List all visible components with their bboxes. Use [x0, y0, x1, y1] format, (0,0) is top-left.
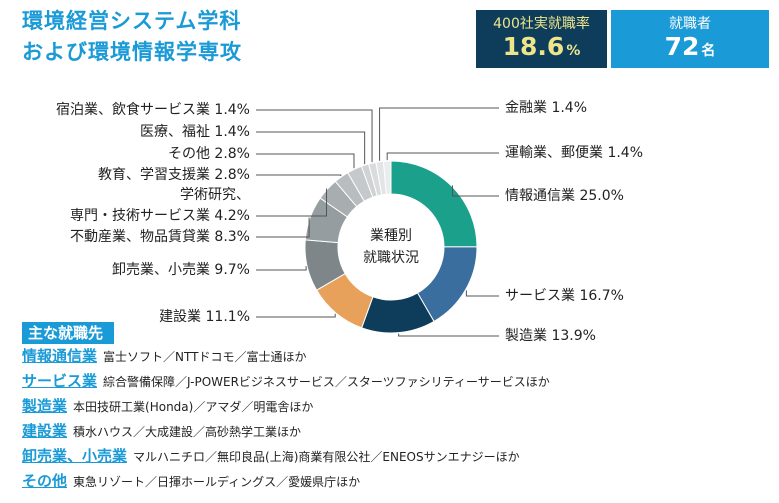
leader-line	[386, 152, 499, 161]
companies: 東急リゾート／日揮ホールディングス／愛媛県庁ほか	[73, 475, 361, 489]
leader-line	[256, 174, 342, 176]
value-label: 25.0%	[579, 187, 624, 204]
value-label: 8.3%	[214, 228, 250, 245]
category-label: サービス業	[505, 287, 575, 304]
value-label: 1.4%	[214, 123, 250, 140]
industry: その他	[22, 472, 68, 490]
leader-line	[256, 153, 355, 169]
rate-value: 18.6	[502, 32, 565, 61]
employer-rows: 情報通信業 富士ソフト／NTTドコモ／富士通ほか サービス業 綜合警備保障／J-POW…	[22, 344, 550, 494]
companies: 綜合警備保障／J-POWERビジネスサービス／スターツファシリティーサービスほか	[103, 375, 550, 389]
leader-line	[465, 290, 499, 297]
segment-label: 製造業 13.9%	[505, 326, 596, 347]
value-label: 11.1%	[205, 308, 250, 325]
segment-label: 教育、学習支援業 2.8%	[98, 165, 250, 186]
category-label: 情報通信業	[505, 187, 575, 204]
industry: 情報通信業	[22, 347, 98, 365]
title-line: および環境情報学専攻	[22, 40, 242, 64]
segment-label: サービス業 16.7%	[505, 286, 624, 307]
segment-label: 宿泊業、飲食サービス業 1.4%	[56, 100, 250, 121]
category-label: 医療、福祉	[139, 123, 210, 140]
category-label: 金融業	[505, 99, 547, 116]
employer-row: 情報通信業 富士ソフト／NTTドコモ／富士通ほか	[22, 344, 550, 369]
category-label: 製造業	[505, 327, 547, 344]
donut-segment	[382, 160, 392, 195]
value-label: 1.4%	[214, 101, 250, 118]
segment-label: その他 2.8%	[168, 144, 250, 165]
leader-line	[256, 266, 307, 271]
leader-line	[451, 185, 499, 197]
employer-row: 建設業 積水ハウス／大成建設／高砂熱学工業ほか	[22, 419, 550, 444]
employer-row: その他 東急リゾート／日揮ホールディングス／愛媛県庁ほか	[22, 469, 550, 494]
value-label: 13.9%	[551, 327, 596, 344]
category-label: 建設業	[159, 308, 202, 325]
segment-label: 金融業 1.4%	[505, 98, 587, 119]
center-label: 就職状況	[363, 250, 419, 266]
category-label: その他	[167, 145, 210, 162]
employers-title: 主な就職先	[22, 322, 114, 344]
leader-line	[256, 217, 310, 238]
employer-row: 製造業 本田技研工業(Honda)／アマダ／明電舎ほか	[22, 394, 550, 419]
segment-label: 学術研究、 専門・技術サービス業 4.2%	[70, 185, 250, 227]
companies: 富士ソフト／NTTドコモ／富士通ほか	[103, 350, 307, 364]
industry: 製造業	[22, 397, 68, 415]
value-label: 2.8%	[214, 166, 250, 183]
employer-row: サービス業 綜合警備保障／J-POWERビジネスサービス／スターツファシリティーサ…	[22, 369, 550, 394]
employer-row: 卸売業、小売業 マルハニチロ／無印良品(上海)商業有限公社／ENEOSサンエナジー…	[22, 444, 550, 469]
companies: 積水ハウス／大成建設／高砂熱学工業ほか	[73, 425, 302, 439]
rate-unit: %	[566, 43, 581, 59]
title: 環境経営システム学科 および環境情報学専攻	[22, 6, 242, 68]
segment-label: 運輸業、郵便業 1.4%	[505, 143, 643, 164]
leader-line	[256, 109, 373, 163]
employed-box: 就職者 72 名	[611, 10, 769, 68]
segment-label: 卸売業、小売業 9.7%	[112, 260, 250, 281]
value-label: 9.7%	[214, 261, 250, 278]
leader-line	[379, 107, 499, 161]
value-label: 1.4%	[607, 144, 644, 161]
leader-line	[398, 333, 499, 337]
segment-label: 情報通信業 25.0%	[505, 186, 624, 207]
segment-label: 建設業 11.1%	[159, 307, 250, 328]
employed-value: 72	[664, 32, 700, 61]
companies: 本田技研工業(Honda)／アマダ／明電舎ほか	[73, 400, 314, 414]
rate-box: 400社実就職率 18.6%	[476, 10, 607, 68]
center-label: 業種別	[370, 228, 412, 244]
segment-label: 不動産業、物品賃貸業 8.3%	[70, 227, 250, 248]
industry: サービス業	[22, 372, 98, 390]
leader-line	[256, 313, 336, 318]
category-label: 教育、学習支援業	[97, 166, 210, 183]
employers: 主な就職先 情報通信業 富士ソフト／NTTドコモ／富士通ほか サービス業 綜合警備保障…	[22, 322, 550, 494]
rate-figure: 18.6%	[476, 33, 607, 65]
value-label: 4.2%	[214, 207, 250, 224]
leader-line	[256, 131, 366, 165]
category-label: 不動産業、物品賃貸業	[69, 228, 210, 245]
industry: 建設業	[22, 422, 68, 440]
leader-line	[256, 188, 328, 217]
employed-label: 就職者	[669, 16, 711, 32]
companies: マルハニチロ／無印良品(上海)商業有限公社／ENEOSサンエナジーほか	[133, 450, 520, 464]
rate-label: 400社実就職率	[493, 16, 590, 32]
category-label: 卸売業、小売業	[111, 261, 210, 278]
employed-unit: 名	[701, 43, 716, 59]
category-label: 運輸業、郵便業	[505, 144, 603, 161]
value-label: 16.7%	[579, 287, 624, 304]
title-line: 環境経営システム学科	[22, 9, 242, 33]
employed-figure: 72 名	[611, 33, 769, 65]
value-label: 1.4%	[551, 99, 588, 116]
category-label: 宿泊業、飲食サービス業	[55, 101, 210, 118]
segment-label: 医療、福祉 1.4%	[140, 122, 250, 143]
industry: 卸売業、小売業	[22, 447, 128, 465]
value-label: 2.8%	[214, 145, 250, 162]
category-label: 学術研究、 専門・技術サービス業	[69, 186, 250, 224]
